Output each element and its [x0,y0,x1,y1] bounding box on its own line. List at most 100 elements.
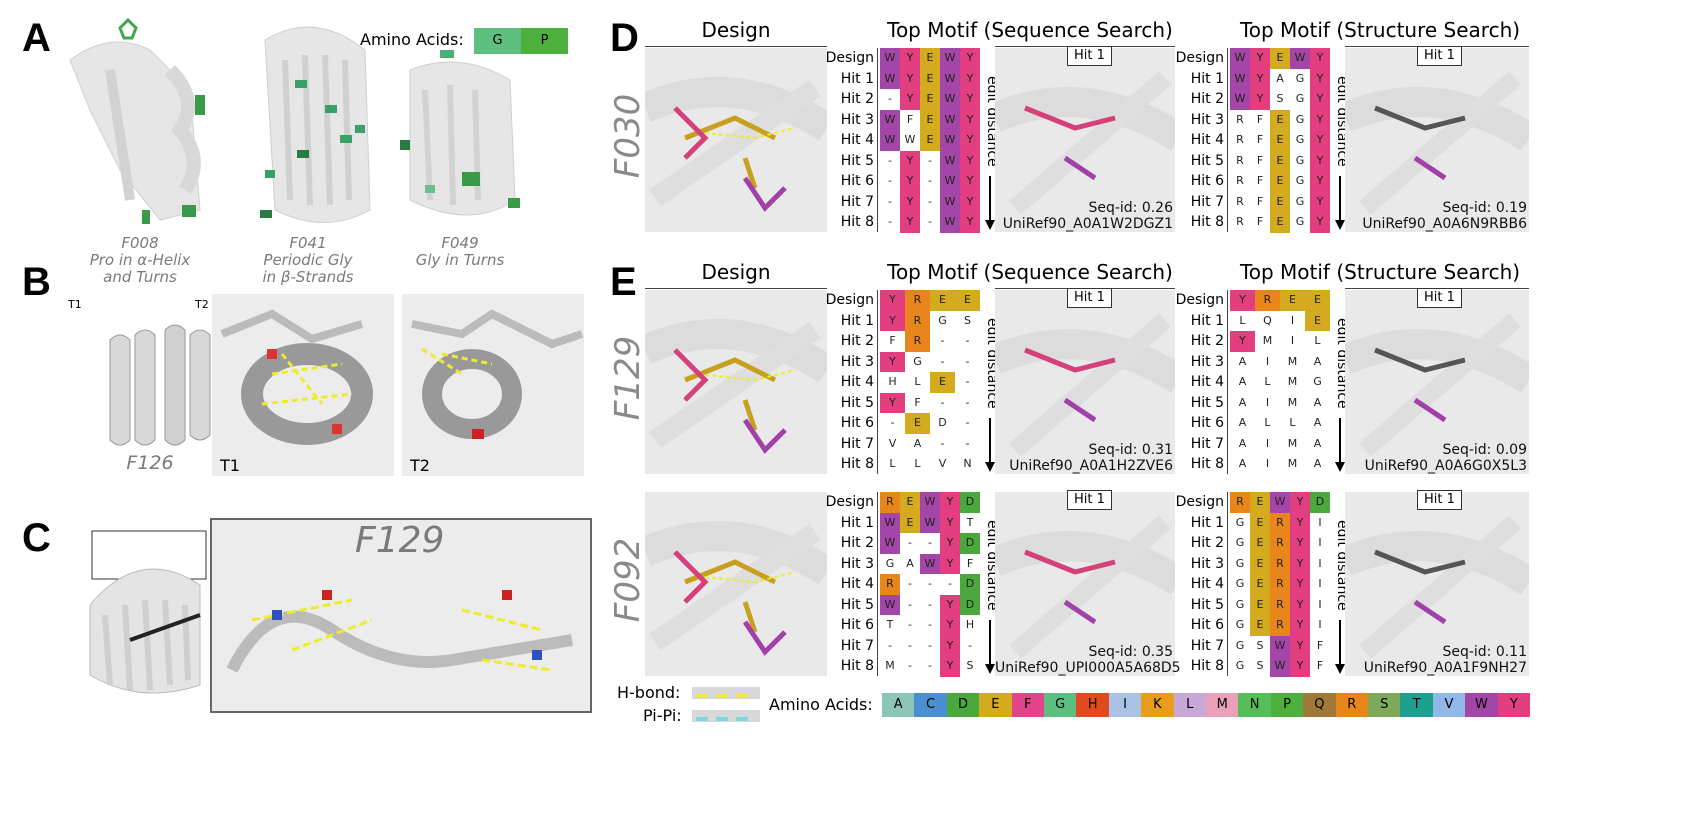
motif-cell: E [920,89,940,110]
motif-cell: - [880,89,900,110]
motif-cell: G [1290,212,1310,233]
motif-cell: W [920,492,940,513]
motif-cell: W [900,130,920,151]
motif-cell: G [1230,574,1250,595]
header-design-e: Design [701,260,771,284]
pipi-legend-label: Pi-Pi: [643,706,682,725]
row-label: Hit 7 [1190,637,1224,654]
motif-cell: I [1280,331,1305,352]
edit-distance-arrow [984,418,996,477]
aa-legend-cell: A [882,693,915,717]
motif-cell: A [1230,351,1255,372]
motif-cell: Y [880,392,905,413]
motif-cell: A [1305,413,1330,434]
grid-divider [1227,492,1228,676]
motif-cell: T [960,512,980,533]
motif-cell: S [960,656,980,677]
panel-label-a: A [22,16,51,60]
motif-cell: S [955,310,980,331]
motif-cell: - [960,635,980,656]
hit-structure-image [1345,492,1529,676]
pipi-legend-swatch [692,710,760,722]
motif-cell: Y [960,109,980,130]
motif-cell: R [880,492,900,513]
motif-cell: Y [900,150,920,171]
motif-cell: F [1310,656,1330,677]
row-label: Design [1175,292,1224,308]
motif-cell: R [1230,109,1250,130]
motif-cell: E [1270,130,1290,151]
row-label: Hit 6 [1190,617,1224,633]
motif-cell: L [1280,413,1305,434]
seq-id: Seq-id: 0.19 [1442,200,1527,216]
motif-cell: - [880,635,900,656]
row-label: Hit 5 [840,394,874,411]
motif-cell: I [1310,615,1330,636]
zoom-label-t2: T2 [410,456,430,475]
motif-cell: R [905,310,930,331]
motif-cell: Y [1290,594,1310,615]
motif-cell: - [920,656,940,677]
header-seq-d: Top Motif (Sequence Search) [887,18,1173,42]
motif-cell: Y [1250,89,1270,110]
row-label: Hit 4 [1190,374,1224,390]
motif-cell: M [1280,454,1305,475]
protein-f126-image [109,324,211,446]
uniref-id: UniRef90_A0A6G0X5L3 [1364,458,1527,474]
motif-cell: - [920,533,940,554]
motif-cell: - [880,150,900,171]
caption-line: Gly in Turns [415,251,505,269]
motif-cell: R [1255,290,1280,311]
motif-cell: - [900,533,920,554]
motif-cell: G [1305,372,1330,393]
motif-cell: Y [1290,533,1310,554]
motif-cell: R [1230,191,1250,212]
arrow-label-t2: T2 [195,298,209,311]
motif-cell: Y [1250,48,1270,69]
motif-cell: I [1310,574,1330,595]
motif-cell: G [930,310,955,331]
uniref-id: UniRef90_A0A6N9RBB6 [1362,216,1527,232]
motif-cell: W [880,68,900,89]
arrow-label-t1: T1 [68,298,82,311]
motif-cell: R [880,574,900,595]
motif-cell: - [920,171,940,192]
panel-a-legend-title: Amino Acids: [360,30,464,49]
motif-cell: A [905,433,930,454]
motif-cell: L [1255,413,1280,434]
row-label: Hit 3 [1190,111,1224,128]
motif-cell: I [1310,594,1330,615]
motif-cell: Y [1250,68,1270,89]
aa-legend-cell: Y [1497,693,1530,717]
motif-cell: Y [1290,656,1310,677]
motif-cell: W [920,553,940,574]
motif-cell: I [1255,392,1280,413]
motif-cell: F [880,331,905,352]
motif-cell: M [1280,392,1305,413]
motif-cell: A [900,553,920,574]
aa-legend-cell: K [1141,693,1174,717]
protein-f008-image [69,17,205,224]
motif-cell: D [960,533,980,554]
hbond-legend-label: H-bond: [617,683,681,702]
motif-cell: D [960,574,980,595]
motif-cell: W [1230,68,1250,89]
motif-cell: W [940,191,960,212]
row-label: Hit 4 [840,576,874,592]
motif-cell: L [1255,372,1280,393]
motif-cell: W [940,150,960,171]
seq-id: Seq-id: 0.31 [1088,442,1173,458]
motif-cell: W [1230,48,1250,69]
motif-cell: W [880,109,900,130]
caption-line: in β-Strands [262,268,354,286]
motif-cell: D [930,413,955,434]
caption-name: F008 [121,234,159,252]
motif-cell: Y [900,191,920,212]
motif-cell: Y [880,351,905,372]
header-rule [645,288,827,289]
motif-cell: - [955,433,980,454]
motif-cell: E [1305,310,1330,331]
row-label: Hit 5 [840,596,874,613]
motif-cell: F [1250,212,1270,233]
motif-cell: - [955,372,980,393]
